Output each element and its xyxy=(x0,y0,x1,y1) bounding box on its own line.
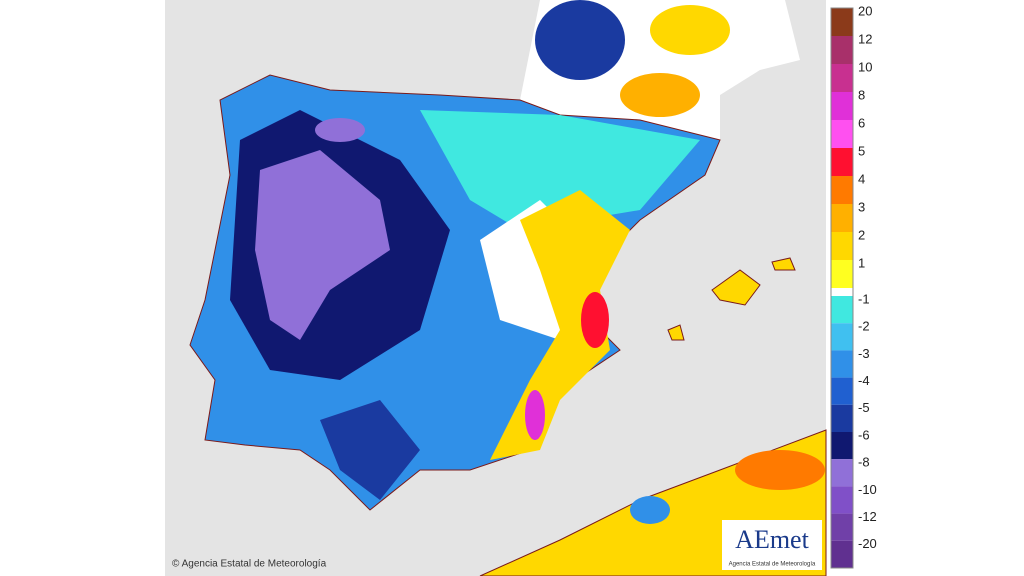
legend-swatch xyxy=(831,540,853,568)
anomaly xyxy=(420,110,700,230)
logo-subtitle: Agencia Estatal de Meteorología xyxy=(729,562,816,568)
logo-box xyxy=(722,520,822,570)
legend-label: -3 xyxy=(858,346,870,361)
legend-swatch xyxy=(831,64,853,92)
legend-swatch xyxy=(831,486,853,514)
legend-swatch xyxy=(831,204,853,232)
legend-swatch xyxy=(831,148,853,176)
legend-swatch xyxy=(831,260,853,288)
legend-label: -4 xyxy=(858,373,870,388)
legend-swatch xyxy=(831,8,853,36)
legend-label: -20 xyxy=(858,536,877,551)
legend-label: 10 xyxy=(858,59,872,74)
legend-label: -12 xyxy=(858,509,877,524)
legend-frame xyxy=(830,7,854,569)
legend-swatch xyxy=(831,459,853,487)
legend-swatch xyxy=(831,36,853,64)
legend-label: 4 xyxy=(858,171,865,186)
legend-label: -2 xyxy=(858,319,870,334)
anomaly xyxy=(581,292,609,348)
legend-swatch xyxy=(831,404,853,432)
legend-label: 3 xyxy=(858,199,865,214)
anomaly xyxy=(630,496,670,524)
legend-swatch xyxy=(831,350,853,378)
anomaly xyxy=(650,5,730,55)
legend-label: -1 xyxy=(858,291,870,306)
legend-swatch xyxy=(831,176,853,204)
anomaly xyxy=(315,118,365,142)
legend-swatch xyxy=(831,432,853,460)
legend-label: 2 xyxy=(858,227,865,242)
anomaly xyxy=(255,150,390,340)
legend-swatch xyxy=(831,120,853,148)
anomaly xyxy=(490,190,630,460)
legend-label: 12 xyxy=(858,31,872,46)
logo-title: AEmet xyxy=(735,525,809,554)
legend-label: 6 xyxy=(858,115,865,130)
legend-label: -8 xyxy=(858,455,870,470)
anomaly xyxy=(535,0,625,80)
legend-swatch xyxy=(831,513,853,541)
legend-label: 8 xyxy=(858,87,865,102)
legend-label: 5 xyxy=(858,143,865,158)
copyright: © Agencia Estatal de Meteorología xyxy=(172,559,327,570)
legend-swatch xyxy=(831,323,853,351)
legend-swatch xyxy=(831,232,853,260)
map xyxy=(189,0,827,576)
anomaly xyxy=(735,450,825,490)
legend-label: -5 xyxy=(858,400,870,415)
legend-swatch xyxy=(831,296,853,324)
legend-label: 20 xyxy=(858,3,872,18)
anomaly xyxy=(320,400,420,500)
balearics xyxy=(667,257,796,341)
anomaly xyxy=(525,390,545,440)
legend-swatch xyxy=(831,377,853,405)
anomaly xyxy=(620,73,700,117)
legend: 20 12 10 8 6 5 4 3 2 1 -1 -2 -3 -4 -5 -6 -8 -10 -12 -20 xyxy=(830,3,877,569)
legend-label: -6 xyxy=(858,427,870,442)
legend-label: 1 xyxy=(858,255,865,270)
legend-swatch xyxy=(831,92,853,120)
legend-label: -10 xyxy=(858,482,877,497)
